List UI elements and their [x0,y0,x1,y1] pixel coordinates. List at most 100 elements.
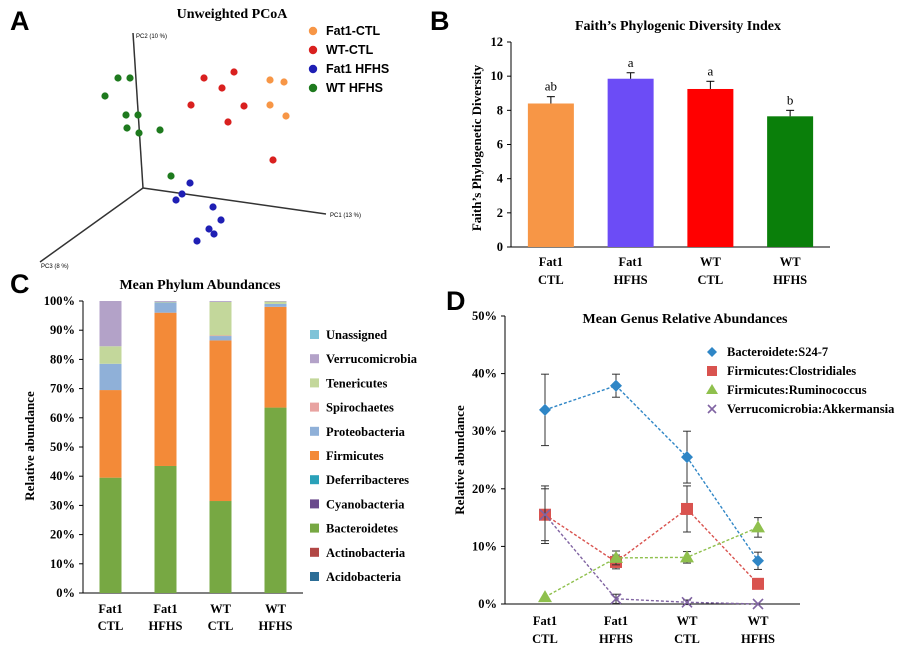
genus-line-firmicutes-clostridiales [544,508,759,585]
faith-category-line2-wt-ctl: CTL [698,273,724,287]
phylum-segment-fat1-hfhs-verrucomicrobia [154,301,177,302]
phylum-y-tick-label: 10% [50,557,75,571]
faith-category-line2-fat1-ctl: CTL [538,273,564,287]
genus-category-line2-fat1-hfhs: HFHS [599,632,633,646]
genus-point-bacteroidete-s24-7-3 [681,451,693,464]
panel-a-pcoa: Unweighted PCoA PC2 (10 %) PC1 (13 %) PC… [39,7,389,270]
phylum-y-tick-label: 90% [50,323,75,337]
panel-letter-a: A [10,6,30,36]
pcoa-point-fat1-hfhs-2 [178,190,186,198]
phylum-legend-swatch-actinobacteria [310,547,319,557]
phylum-bars [99,301,287,593]
pcoa-point-wt-ctl-6 [224,118,232,126]
pcoa-legend: Fat1-CTL WT-CTL Fat1 HFHS WT HFHS [308,24,389,95]
pcoa-point-wt-hfhs-2 [126,74,134,82]
faith-significance-wt-ctl: a [707,63,713,78]
pcoa-point-wt-hfhs-6 [123,124,131,132]
faith-category-line1-wt-hfhs: WT [780,255,802,269]
genus-legend-marker-firmicutes-ruminococcus [706,384,718,394]
phylum-segment-fat1-hfhs-tenericutes [154,301,177,303]
pcoa-point-wt-ctl-1 [200,74,208,82]
phylum-legend-swatch-tenericutes [310,378,319,388]
phylum-y-axis-label: Relative abundance [22,391,37,501]
phylum-segment-fat1-hfhs-firmicutes [154,312,177,466]
genus-legend-label-verrucomicrobia-akkermansia: Verrucomicrobia:Akkermansia [727,402,895,416]
phylum-legend-swatch-verrucomicrobia [310,354,319,364]
faith-bar-fat1-hfhs [607,78,654,248]
genus-legend-marker-verrucomicrobia-akkermansia [707,404,717,414]
phylum-legend-swatch-spirochaetes [310,402,319,412]
phylum-category-line2-fat1-ctl: CTL [98,619,124,633]
genus-category-line2-wt-hfhs: HFHS [741,632,775,646]
pcoa-point-wt-hfhs-9 [167,172,175,180]
pcoa-point-wt-hfhs-7 [135,129,143,137]
genus-point-bacteroidete-s24-7-1 [539,403,551,416]
pcoa-point-fat1-hfhs-8 [193,237,201,245]
pcoa-point-wt-hfhs-8 [156,126,164,134]
pcoa-point-fat1-hfhs-5 [217,216,225,224]
phylum-segment-wt-hfhs-verrucomicrobia [264,301,287,302]
genus-line-firmicutes-ruminococcus [544,526,759,598]
genus-point-firmicutes-ruminococcus-2 [609,550,623,563]
genus-point-firmicutes-clostridiales-4 [752,577,764,590]
phylum-legend-swatch-unassigned [310,330,319,339]
faith-y-tick-label: 6 [497,138,503,152]
phylum-segment-wt-ctl-tenericutes [209,301,232,336]
genus-legend-marker-bacteroidete-s24-7 [707,347,717,357]
genus-legend-label-bacteroidete-s24-7: Bacteroidete:S24-7 [727,345,828,359]
phylum-category-line1-wt-hfhs: WT [265,602,287,616]
phylum-legend-swatch-bacteroidetes [310,523,319,533]
faith-y-axis-label: Faith’s Phylogenetic Diversity [469,64,484,231]
phylum-legend-label-spirochaetes: Spirochaetes [326,401,394,415]
pcoa-axis-label-pc2: PC2 (10 %) [136,34,167,40]
genus-category-line2-wt-ctl: CTL [674,632,700,646]
phylum-legend-label-actinobacteria: Actinobacteria [326,546,406,560]
phylum-segment-fat1-hfhs-proteobacteria [154,302,177,313]
phylum-legend-label-deferribacteres: Deferribacteres [326,473,409,487]
pcoa-point-fat1-hfhs-7 [210,230,218,238]
phylum-y-tick-label: 40% [50,469,75,483]
genus-categories: Fat1 CTL Fat1 HFHS WT CTL WT HFHS [532,614,775,646]
pcoa-axis-pc1 [142,187,327,215]
genus-y-tick-label: 50% [472,309,497,323]
faith-category-line1-wt-ctl: WT [700,255,722,269]
faith-y-tick-label: 10 [491,69,504,83]
pcoa-point-wt-hfhs-5 [122,111,130,119]
faith-category-line1-fat1-hfhs: Fat1 [618,255,642,269]
pcoa-axis-pc2 [132,32,144,189]
pcoa-legend-marker-fat1-ctl [308,26,318,36]
genus-category-line1-fat1-ctl: Fat1 [533,614,557,628]
phylum-segment-wt-hfhs-bacteroidetes [264,407,287,593]
faith-y-tick-label: 0 [497,240,503,254]
genus-y-tick-label: 10% [472,539,497,553]
phylum-legend-label-firmicutes: Firmicutes [326,449,384,463]
genus-line-bacteroidete-s24-7 [544,384,759,562]
genus-point-bacteroidete-s24-7-2 [610,379,622,392]
faith-significance-fat1-hfhs: a [628,55,634,70]
phylum-title: Mean Phylum Abundances [119,278,281,293]
phylum-segment-wt-ctl-verrucomicrobia [209,301,232,302]
genus-legend-label-firmicutes-clostridiales: Firmicutes:Clostridiales [727,364,856,378]
pcoa-point-fat1-hfhs-6 [205,225,213,233]
genus-point-firmicutes-ruminococcus-4 [751,520,765,533]
pcoa-point-wt-ctl-5 [240,102,248,110]
faith-axes: 0 2 4 6 8 10 12 [491,35,830,254]
pcoa-legend-marker-fat1-hfhs [308,64,318,74]
pcoa-point-wt-hfhs-4 [134,111,142,119]
faith-title: Faith’s Phylogenic Diversity Index [575,19,781,34]
phylum-segment-fat1-ctl-proteobacteria [99,363,122,391]
phylum-y-tick-label: 60% [50,411,75,425]
pcoa-legend-label-wt-hfhs: WT HFHS [326,81,383,95]
phylum-legend-label-verrucomicrobia: Verrucomicrobia [326,352,418,366]
genus-category-line2-fat1-ctl: CTL [532,632,558,646]
phylum-segment-wt-hfhs-proteobacteria [264,303,287,307]
pcoa-point-wt-ctl-2 [230,68,238,76]
genus-y-tick-label: 30% [472,424,497,438]
faith-bar-wt-hfhs [767,116,814,247]
phylum-segment-wt-ctl-spirochaetes [209,335,232,337]
genus-point-verrucomicrobia-akkermansia-4 [752,598,764,610]
genus-point-bacteroidete-s24-7-4 [752,554,764,567]
phylum-segment-wt-ctl-firmicutes [209,340,232,502]
